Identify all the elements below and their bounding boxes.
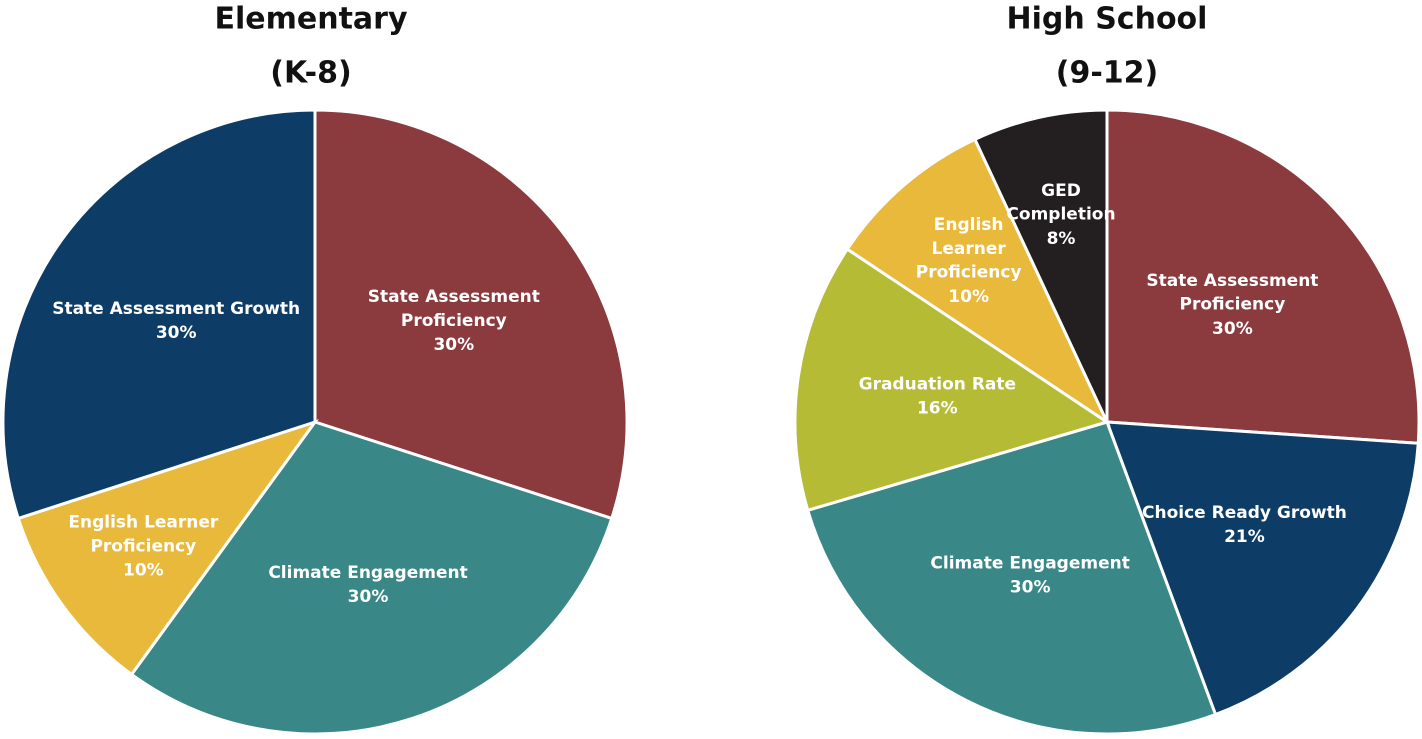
slice-value-label: 8%: [1047, 229, 1076, 249]
pie-slice: [313, 108, 629, 521]
chart-subtitle: (K-8): [270, 56, 351, 91]
slice-value-label: 30%: [1212, 319, 1253, 339]
slice-label: English Learner Proficiency: [916, 215, 1022, 283]
pie-slice: [1104, 420, 1420, 717]
slice-label: Climate Engagement: [268, 563, 467, 583]
slice-value-label: 10%: [123, 561, 164, 581]
slice-value-label: 10%: [948, 287, 989, 307]
slice-label: State Assessment Proficiency: [1146, 271, 1318, 315]
chart-title: High School: [1007, 2, 1208, 37]
pie-slice: [793, 247, 1111, 513]
pie-slice: [805, 420, 1218, 736]
slice-label: State Assessment Growth: [52, 299, 300, 319]
slice-label: Graduation Rate: [859, 374, 1016, 394]
slice-value-label: 21%: [1224, 527, 1265, 547]
chart-subtitle: (9-12): [1056, 56, 1159, 91]
slice-value-label: 30%: [433, 335, 474, 355]
pie-slice: [1, 108, 317, 521]
slice-value-label: 30%: [1010, 577, 1051, 597]
slice-value-label: 30%: [348, 587, 389, 607]
pie-slice: [16, 419, 319, 677]
pie-slice: [845, 137, 1111, 427]
pie-slice: [972, 108, 1109, 423]
slice-label: State Assessment Proficiency: [368, 287, 540, 331]
slice-label: Climate Engagement: [930, 553, 1129, 573]
slice-value-label: 16%: [917, 398, 958, 418]
slice-label: Choice Ready Growth: [1142, 503, 1347, 523]
pie-slice: [1105, 108, 1421, 445]
chart-title: Elementary: [214, 2, 407, 37]
slice-value-label: 30%: [156, 323, 197, 343]
pie-slice: [129, 420, 614, 736]
slice-label: GED Completion: [1006, 181, 1115, 225]
slice-label: English Learner Proficiency: [68, 513, 219, 557]
